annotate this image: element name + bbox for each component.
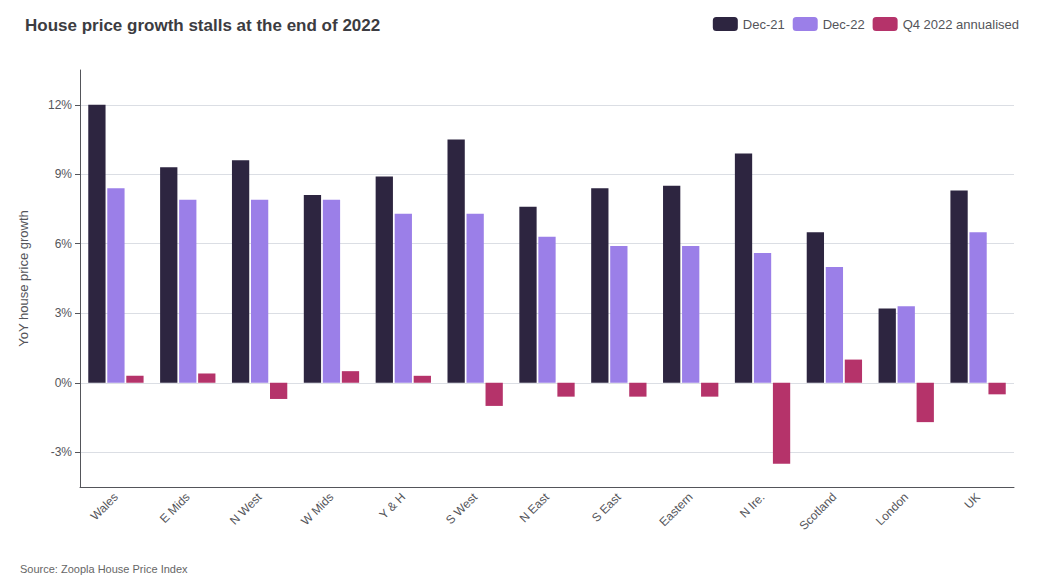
- svg-text:Dec-21: Dec-21: [743, 17, 785, 32]
- svg-text:E Mids: E Mids: [157, 490, 193, 526]
- svg-text:Dec-22: Dec-22: [823, 17, 865, 32]
- svg-text:9%: 9%: [55, 167, 73, 181]
- svg-text:S East: S East: [589, 490, 624, 525]
- svg-text:Source: Zoopla House Price Ind: Source: Zoopla House Price Index: [20, 563, 188, 575]
- svg-text:-3%: -3%: [51, 445, 73, 459]
- svg-text:Q4 2022 annualised: Q4 2022 annualised: [903, 17, 1019, 32]
- svg-text:UK: UK: [961, 490, 983, 512]
- svg-text:3%: 3%: [55, 306, 73, 320]
- svg-text:12%: 12%: [48, 98, 72, 112]
- svg-text:Eastern: Eastern: [657, 490, 696, 529]
- svg-text:N East: N East: [517, 490, 553, 526]
- svg-text:London: London: [873, 490, 911, 528]
- svg-text:Wales: Wales: [88, 490, 121, 523]
- svg-text:S West: S West: [443, 490, 481, 528]
- svg-text:Y & H: Y & H: [376, 490, 408, 522]
- svg-text:N Ire.: N Ire.: [737, 490, 768, 521]
- svg-text:Scotland: Scotland: [796, 490, 839, 533]
- svg-text:0%: 0%: [55, 376, 73, 390]
- svg-text:House price growth stalls at t: House price growth stalls at the end of …: [25, 16, 380, 35]
- svg-text:6%: 6%: [55, 237, 73, 251]
- svg-text:N West: N West: [227, 490, 265, 528]
- svg-text:YoY house price growth: YoY house price growth: [16, 210, 31, 347]
- svg-text:W Mids: W Mids: [298, 490, 336, 528]
